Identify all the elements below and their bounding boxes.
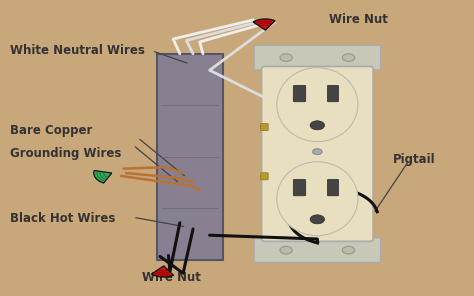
FancyBboxPatch shape — [293, 179, 306, 196]
Circle shape — [313, 149, 322, 155]
FancyBboxPatch shape — [261, 123, 268, 131]
Text: Bare Copper: Bare Copper — [10, 124, 92, 137]
Text: Wire Nut: Wire Nut — [143, 271, 201, 284]
FancyBboxPatch shape — [254, 238, 381, 263]
Ellipse shape — [277, 68, 358, 141]
Polygon shape — [253, 19, 275, 30]
Polygon shape — [94, 170, 112, 183]
FancyBboxPatch shape — [261, 173, 268, 180]
Text: Pigtail: Pigtail — [393, 153, 436, 166]
FancyBboxPatch shape — [156, 54, 223, 260]
Circle shape — [280, 54, 292, 62]
FancyBboxPatch shape — [262, 66, 373, 241]
Polygon shape — [152, 266, 173, 277]
FancyBboxPatch shape — [327, 179, 339, 196]
Text: Wire Nut: Wire Nut — [329, 13, 388, 26]
Circle shape — [342, 246, 355, 254]
FancyBboxPatch shape — [254, 45, 381, 70]
Text: Grounding Wires: Grounding Wires — [10, 147, 121, 160]
Ellipse shape — [277, 162, 358, 236]
Text: Black Hot Wires: Black Hot Wires — [10, 212, 116, 225]
Circle shape — [310, 215, 325, 224]
Circle shape — [280, 246, 292, 254]
Circle shape — [342, 54, 355, 62]
Circle shape — [310, 121, 325, 130]
FancyBboxPatch shape — [293, 85, 306, 102]
Text: White Neutral Wires: White Neutral Wires — [10, 44, 145, 57]
FancyBboxPatch shape — [327, 85, 339, 102]
